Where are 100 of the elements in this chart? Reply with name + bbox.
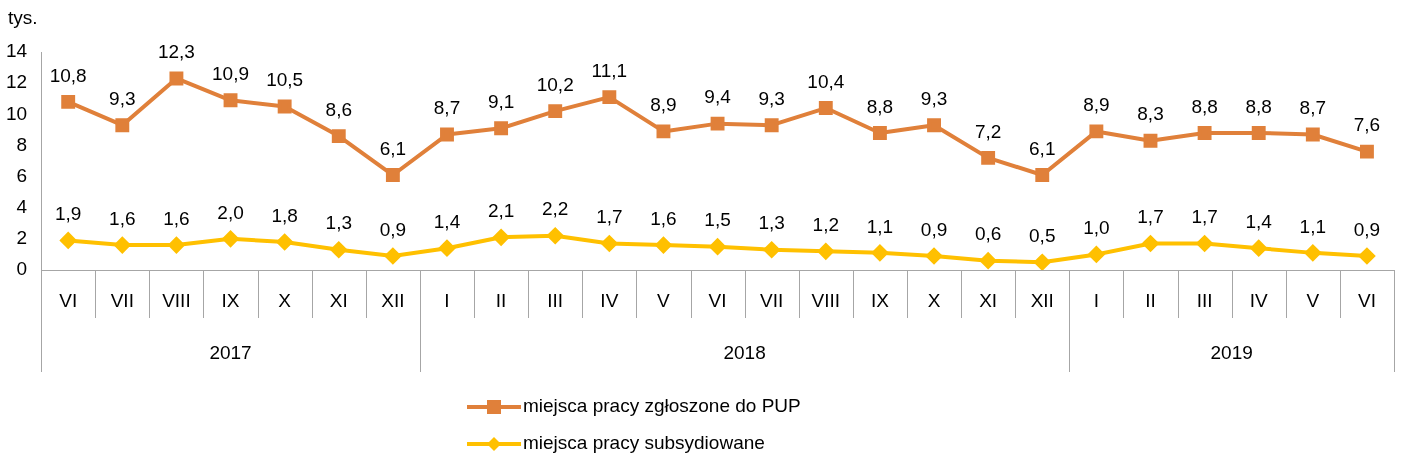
point — [655, 237, 672, 254]
x-tick-label: IX — [221, 290, 240, 312]
point — [764, 118, 779, 133]
point — [980, 252, 997, 269]
data-label: 1,4 — [1245, 210, 1273, 232]
data-label: 0,5 — [1029, 224, 1056, 246]
data-label: 2,2 — [542, 198, 569, 220]
point — [385, 168, 400, 182]
data-label: 8,7 — [1299, 97, 1327, 119]
point — [871, 244, 888, 261]
point — [276, 233, 293, 250]
point — [1088, 246, 1105, 263]
point — [926, 247, 943, 264]
data-label: 8,9 — [650, 94, 677, 116]
text: 2019 — [1210, 342, 1253, 364]
y-tick-label: 14 — [5, 40, 28, 62]
x-tick-label: VII — [110, 290, 134, 312]
x-tick-label: XI — [329, 290, 348, 312]
point — [1304, 244, 1321, 261]
x-tick-label: IV — [1249, 290, 1269, 312]
data-label: 1,8 — [271, 204, 298, 226]
data-label: 1,3 — [325, 212, 352, 234]
point — [493, 229, 510, 246]
data-label: 8,7 — [433, 97, 461, 119]
point — [115, 118, 130, 133]
data-label: 10,4 — [807, 70, 845, 92]
point — [1358, 247, 1375, 264]
text: 2017 — [209, 342, 252, 364]
point — [656, 124, 671, 139]
point — [1251, 126, 1266, 140]
point — [61, 94, 76, 109]
data-label: 1,7 — [1137, 206, 1164, 228]
data-label: 1,2 — [812, 214, 840, 236]
data-label: 8,8 — [1191, 95, 1218, 117]
x-tick-label: X — [278, 290, 292, 312]
point — [763, 241, 780, 258]
x-tick-label: XI — [979, 290, 998, 312]
data-label: 2,1 — [487, 200, 515, 222]
data-label: 0,9 — [379, 218, 407, 240]
data-label: 10,9 — [212, 63, 250, 85]
data-label: 0,9 — [920, 218, 948, 240]
x-tick-label: II — [1145, 290, 1156, 312]
point — [1142, 235, 1159, 252]
data-label: 8,3 — [1137, 103, 1164, 125]
data-label: 0,9 — [1353, 218, 1381, 240]
x-tick-label: III — [547, 290, 564, 312]
point — [1197, 126, 1212, 140]
x-tick-label: X — [927, 290, 941, 312]
data-label: 1,3 — [758, 212, 785, 234]
data-label: 10,2 — [536, 73, 574, 95]
x-tick-label: VIII — [162, 290, 191, 312]
data-label: 1,5 — [704, 209, 731, 231]
data-label: 0,6 — [974, 223, 1002, 245]
data-label: 1,6 — [650, 207, 677, 229]
y-tick-label: 4 — [16, 195, 28, 217]
data-label: 11,1 — [591, 59, 628, 81]
y-tick-label: 2 — [16, 227, 28, 249]
point — [384, 247, 401, 264]
x-tick-label: XII — [1030, 290, 1054, 312]
point — [114, 237, 131, 254]
data-label: 10,8 — [49, 64, 87, 86]
data-label: 8,6 — [325, 98, 352, 120]
x-tick-label: II — [495, 290, 507, 312]
point — [277, 99, 292, 114]
data-label: 10,5 — [266, 69, 304, 91]
data-label: 6,1 — [1029, 137, 1056, 159]
x-tick-label: IX — [870, 290, 890, 312]
point — [1250, 240, 1267, 257]
point — [438, 240, 455, 257]
x-tick-label: III — [1196, 290, 1213, 312]
data-label: 8,8 — [866, 95, 894, 117]
data-label: 1,0 — [1083, 217, 1110, 239]
data-label: 2,0 — [217, 201, 244, 223]
data-label: 8,9 — [1083, 94, 1110, 116]
data-label: 7,6 — [1353, 114, 1381, 136]
data-label: 9,1 — [487, 91, 515, 113]
y-tick-label: 0 — [16, 258, 28, 280]
point — [222, 230, 239, 247]
point — [709, 238, 726, 255]
y-tick-label: 8 — [16, 133, 28, 155]
data-label: 8,8 — [1245, 95, 1272, 117]
data-label: 1,4 — [433, 210, 461, 232]
data-label: 1,1 — [1299, 215, 1327, 237]
legend-label: miejsca pracy subsydiowane — [523, 432, 765, 454]
point — [1196, 235, 1213, 252]
data-label: 1,7 — [1191, 206, 1218, 228]
x-tick-label: VI — [1357, 290, 1376, 312]
x-tick-label: VIII — [811, 290, 841, 312]
point — [1143, 133, 1158, 148]
x-tick-label: VI — [708, 290, 727, 312]
data-label: 7,2 — [974, 120, 1002, 142]
point — [168, 237, 185, 254]
y-axis-title: tys. — [8, 7, 38, 28]
y-tick-label: 12 — [5, 71, 28, 93]
data-label: 6,1 — [379, 137, 407, 159]
y-tick-label: 6 — [16, 164, 28, 186]
point — [601, 235, 618, 252]
point — [1359, 144, 1374, 159]
point — [981, 150, 996, 165]
data-label: 1,7 — [596, 206, 623, 228]
